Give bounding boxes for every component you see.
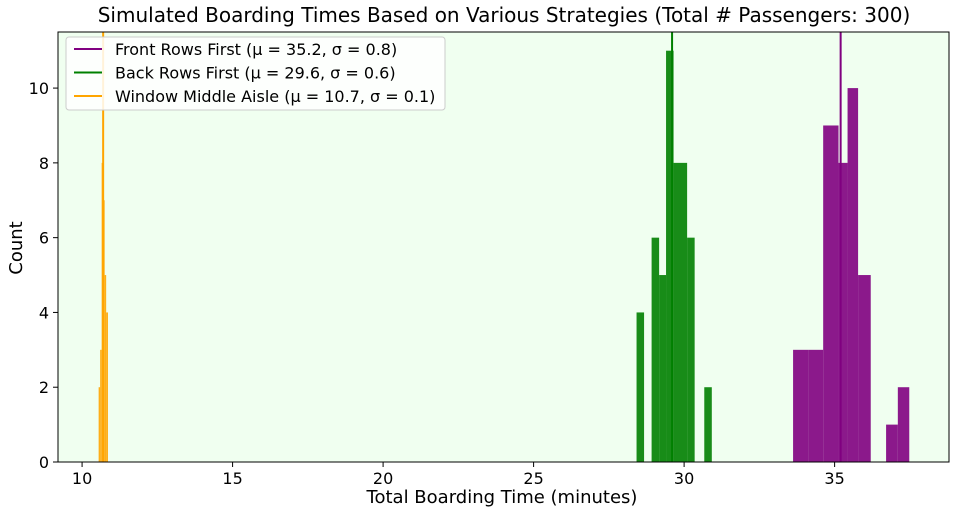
legend-label-series-0: Front Rows First (μ = 35.2, σ = 0.8) (115, 40, 397, 59)
plot-frame (57, 31, 950, 463)
bar-series-0-bin-3 (838, 162, 848, 462)
y-tick-label: 2 (39, 378, 49, 397)
bar-series-0-bin-6 (886, 424, 898, 462)
y-tick-label: 10 (29, 79, 49, 98)
x-tick-label: 30 (674, 469, 694, 488)
bar-series-1-bin-4 (673, 162, 688, 462)
bar-series-2-bin-0 (98, 387, 101, 462)
bar-series-0-bin-4 (847, 88, 859, 462)
y-tick-label: 6 (39, 229, 49, 248)
bar-series-2-bin-4 (104, 275, 107, 462)
bar-series-1-bin-6 (704, 387, 712, 462)
y-tick-label: 0 (39, 453, 49, 472)
bar-series-0-bin-7 (897, 387, 910, 462)
bar-series-1-bin-0 (636, 312, 645, 462)
y-axis-label: Count (6, 221, 27, 274)
bar-series-0-bin-2 (823, 125, 839, 462)
legend-label-series-2: Window Middle Aisle (μ = 10.7, σ = 0.1) (115, 87, 435, 106)
y-tick-label: 4 (39, 303, 49, 322)
bars-layer (98, 50, 910, 463)
chart-title: Simulated Boarding Times Based on Variou… (98, 3, 911, 27)
x-tick-label: 25 (523, 469, 543, 488)
bar-series-1-bin-2 (659, 275, 667, 462)
bar-series-1-bin-3 (666, 50, 674, 463)
bar-series-1-bin-1 (651, 237, 660, 462)
x-tick-label: 10 (72, 469, 92, 488)
bar-series-0-bin-1 (808, 349, 824, 462)
y-axis: 0 2 4 6 8 10 (29, 79, 58, 472)
x-tick-label: 35 (824, 469, 844, 488)
x-axis: 10 15 20 25 30 35 (72, 462, 845, 488)
legend: Front Rows First (μ = 35.2, σ = 0.8) Back… (65, 36, 446, 111)
legend-label-series-1: Back Rows First (μ = 29.6, σ = 0.6) (115, 64, 396, 83)
legend-box (65, 36, 446, 111)
x-axis-label: Total Boarding Time (minutes) (366, 487, 638, 508)
bar-series-1-bin-5 (687, 237, 695, 462)
bar-series-2-bin-1 (100, 349, 102, 462)
bar-series-0-bin-0 (793, 349, 809, 462)
bar-series-2-bin-5 (106, 312, 108, 462)
x-tick-label: 15 (222, 469, 242, 488)
bar-series-0-bin-5 (858, 275, 871, 462)
y-tick-label: 8 (39, 154, 49, 173)
x-tick-label: 20 (373, 469, 393, 488)
